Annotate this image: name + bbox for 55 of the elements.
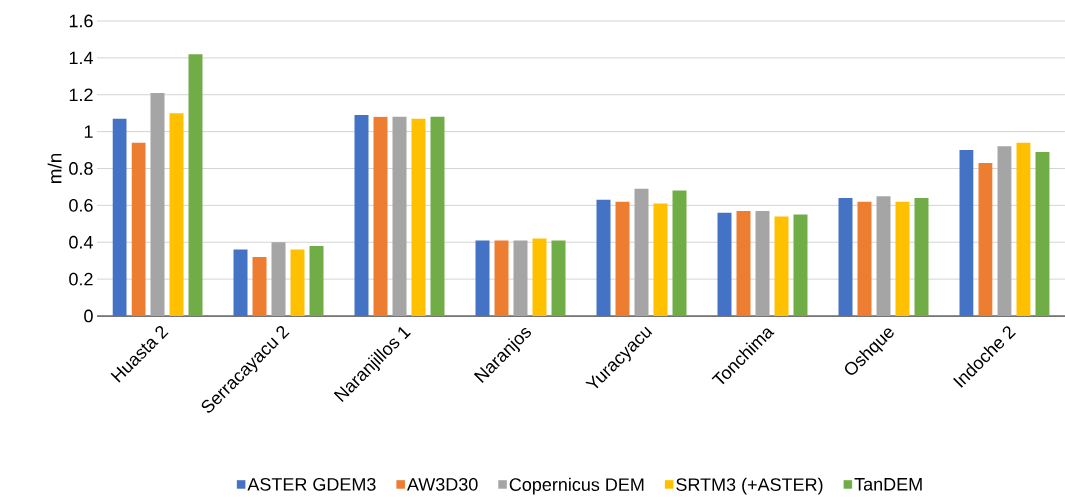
bar [653, 203, 668, 316]
y-tick-label: 1.2 [69, 88, 93, 102]
legend-label: AW3D30 [406, 477, 478, 491]
bar [838, 197, 853, 316]
y-axis-title: m/n [47, 153, 62, 184]
bar [494, 240, 509, 316]
y-tick-label: 0.6 [69, 198, 93, 212]
y-tick-label: 0.8 [69, 162, 93, 175]
bar [271, 242, 286, 316]
bar [914, 197, 929, 316]
bar [1035, 151, 1050, 316]
bar [997, 146, 1012, 316]
bar [290, 249, 305, 316]
bar [150, 92, 165, 316]
y-tick-label: 1 [84, 125, 93, 138]
bar [373, 116, 388, 316]
bar [131, 142, 146, 316]
bar [551, 240, 566, 316]
bar [895, 201, 910, 316]
bar [233, 249, 248, 316]
legend-label: Copernicus DEM [509, 477, 644, 495]
bar [634, 188, 649, 316]
legend-label: ASTER GDEM3 [247, 477, 376, 491]
bar [672, 190, 687, 316]
bar [755, 210, 770, 316]
y-tick-label: 1.4 [69, 51, 93, 65]
bar [596, 199, 611, 316]
legend-label: TanDEM [854, 478, 922, 491]
legend-label: SRTM3 (+ASTER) [676, 477, 823, 495]
bar [1016, 142, 1031, 316]
bar [736, 210, 751, 316]
bar [411, 118, 426, 316]
bar [513, 240, 528, 316]
bar [774, 216, 789, 316]
bar [309, 245, 324, 316]
bar [876, 196, 891, 316]
bar [717, 212, 732, 316]
bar [978, 162, 993, 316]
y-tick-label: 0 [84, 309, 93, 323]
bar [959, 150, 974, 316]
bar [354, 115, 369, 316]
bar [392, 116, 407, 316]
y-tick-label: 0.4 [69, 235, 93, 249]
bar [169, 113, 184, 316]
bar [252, 256, 267, 316]
bar [475, 240, 490, 316]
bar [857, 201, 872, 316]
bar [188, 54, 203, 316]
bar [112, 118, 127, 316]
bar [430, 116, 445, 316]
y-tick-label: 1.6 [69, 14, 93, 28]
bar [793, 214, 808, 316]
bar [532, 238, 547, 316]
y-tick-label: 0.2 [69, 272, 93, 286]
bar [615, 201, 630, 316]
